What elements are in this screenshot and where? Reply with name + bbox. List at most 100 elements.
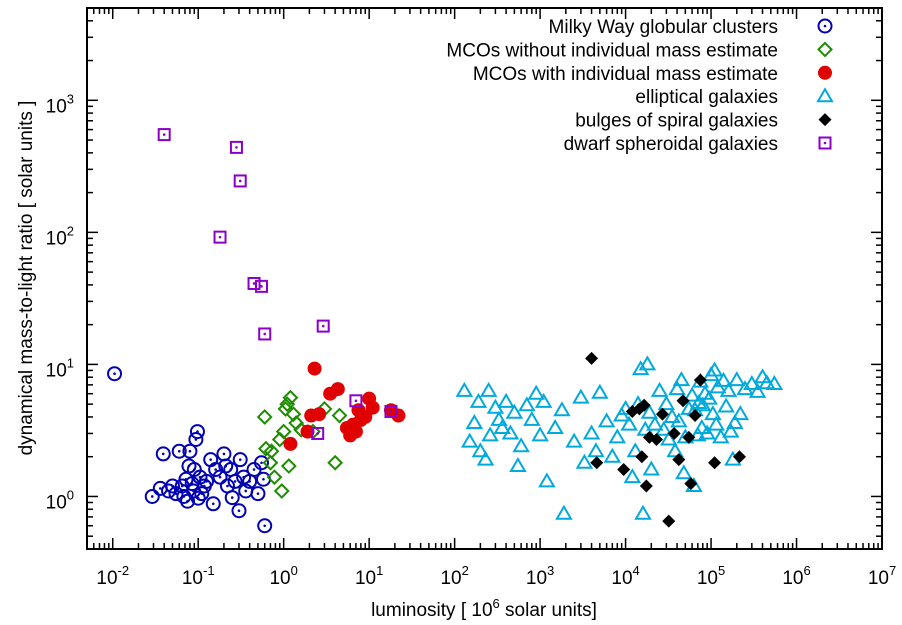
- data-point: [732, 450, 746, 464]
- data-point: [505, 403, 524, 419]
- data-point: [282, 389, 299, 406]
- x-tick-label: 10-1: [182, 563, 215, 589]
- data-point: [553, 401, 571, 417]
- data-point: [714, 371, 733, 387]
- data-point: [591, 383, 609, 399]
- data-point: [682, 430, 696, 444]
- data-point: [266, 469, 283, 486]
- data-point: [250, 486, 266, 502]
- data-point: [698, 424, 716, 440]
- data-point: [666, 442, 684, 458]
- data-point: [575, 453, 594, 469]
- plot-frame: [86, 7, 883, 550]
- data-point: [623, 468, 642, 484]
- data-point: [327, 454, 344, 471]
- data-marks: [107, 128, 784, 534]
- data-point: [590, 456, 604, 470]
- x-tick-label: 107: [868, 563, 896, 589]
- legend-label: Milky Way globular clusters: [549, 17, 778, 38]
- data-point: [384, 404, 398, 418]
- legend-item: MCOs without individual mass estimate: [446, 40, 833, 61]
- data-point: [731, 405, 750, 421]
- data-point: [597, 412, 616, 428]
- y-tick-label: 102: [46, 223, 74, 249]
- data-point: [705, 361, 724, 377]
- data-point: [689, 426, 707, 442]
- data-point: [253, 455, 269, 471]
- x-tick-label: 101: [355, 563, 383, 589]
- legend-label: dwarf spheroidal galaxies: [564, 134, 778, 155]
- series-3: [455, 355, 784, 520]
- x-tick-label: 102: [440, 563, 468, 589]
- data-point: [257, 518, 273, 534]
- legend-item: MCOs with individual mass estimate: [473, 64, 832, 85]
- x-tick-label: 10-2: [96, 563, 129, 589]
- data-point: [670, 412, 688, 428]
- data-point: [660, 430, 678, 446]
- data-point: [585, 351, 599, 365]
- data-point: [348, 424, 363, 439]
- data-point: [546, 418, 564, 434]
- data-point: [663, 407, 681, 423]
- data-point: [728, 371, 746, 387]
- data-point: [531, 426, 549, 442]
- y-axis-label: dynamical mass-to-light ratio [ solar un…: [16, 101, 37, 456]
- data-point: [471, 442, 490, 458]
- data-point: [650, 381, 669, 397]
- data-point: [693, 373, 707, 387]
- legend-label: MCOs with individual mass estimate: [473, 64, 778, 85]
- tick-labels: 10-2 10-1 100 101 102 103 104 105 106 107 100 101 10…: [46, 91, 897, 589]
- data-point: [748, 382, 767, 398]
- x-axis-label-pre: luminosity [ 10: [371, 600, 492, 621]
- data-point: [657, 395, 676, 411]
- data-point: [707, 415, 725, 431]
- data-point: [224, 490, 240, 506]
- y-tick-label: 103: [46, 91, 74, 117]
- series-4: [585, 351, 746, 528]
- data-point: [634, 504, 652, 520]
- data-point: [331, 407, 348, 424]
- data-point: [391, 408, 406, 423]
- data-point: [182, 443, 198, 459]
- data-point: [717, 397, 735, 413]
- data-point: [626, 442, 645, 458]
- x-tick-label: 104: [611, 563, 639, 589]
- data-point: [262, 454, 279, 471]
- legend-label: elliptical galaxies: [635, 87, 778, 108]
- data-point: [693, 418, 711, 434]
- data-point: [688, 409, 702, 423]
- x-tick-label: 103: [526, 563, 554, 589]
- data-point: [608, 428, 627, 444]
- series-5: [157, 128, 398, 440]
- data-point: [311, 426, 325, 440]
- data-point: [194, 486, 210, 502]
- data-point: [512, 437, 530, 453]
- data-point: [312, 407, 327, 422]
- x-tick-label: 105: [697, 563, 725, 589]
- data-point: [155, 446, 171, 462]
- data-point: [189, 424, 205, 440]
- data-point: [283, 436, 298, 451]
- data-point: [349, 394, 363, 408]
- data-point: [300, 424, 315, 439]
- data-point: [263, 443, 280, 460]
- series-0: [107, 366, 273, 534]
- data-point: [229, 140, 243, 154]
- x-axis-label-sup: 6: [493, 596, 500, 611]
- data-point: [152, 480, 168, 496]
- data-point: [213, 230, 227, 244]
- legend-marker: [818, 113, 832, 127]
- data-point: [164, 478, 180, 494]
- data-point: [481, 426, 499, 442]
- data-point: [708, 456, 722, 470]
- data-point: [254, 279, 268, 293]
- data-point: [675, 464, 693, 480]
- data-point: [107, 366, 123, 382]
- data-point: [683, 386, 701, 402]
- data-point: [700, 389, 718, 405]
- data-point: [518, 396, 536, 412]
- legend-marker: [818, 65, 832, 80]
- legend-item: Milky Way globular clusters: [549, 17, 833, 38]
